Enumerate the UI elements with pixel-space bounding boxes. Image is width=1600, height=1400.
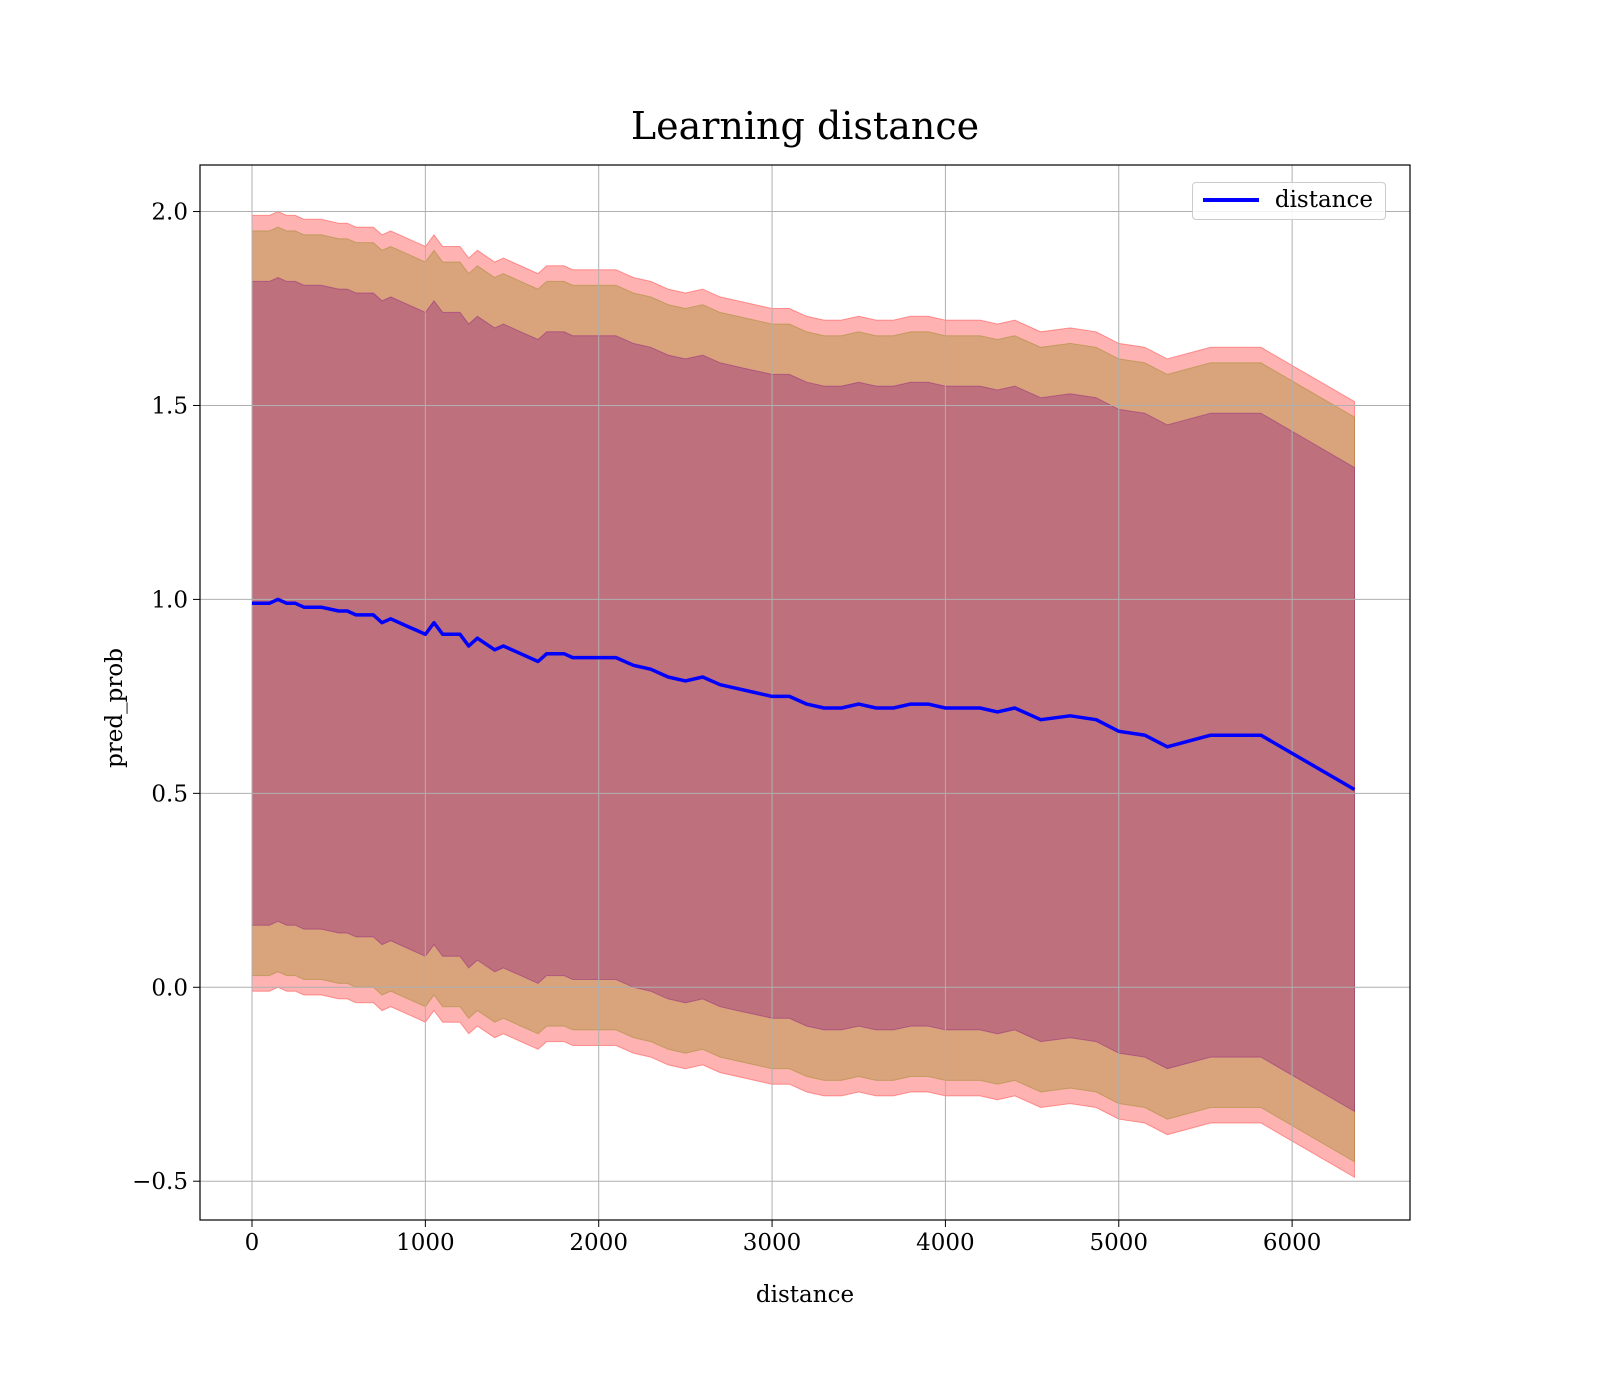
- confidence-bands: [251, 210, 1355, 1179]
- x-tick-label: 2000: [569, 1230, 628, 1256]
- legend-swatch: [1202, 198, 1259, 202]
- y-tick-label: 0.0: [151, 975, 188, 1001]
- y-tick-label: 1.5: [151, 393, 188, 419]
- y-tick-label: 0.5: [151, 781, 188, 807]
- plot-frame: [199, 164, 1411, 1221]
- y-tick-label: 2.0: [151, 200, 188, 226]
- y-tick-label: −0.5: [132, 1169, 188, 1195]
- x-tick-label: 5000: [1089, 1230, 1148, 1256]
- x-tick-label: 3000: [743, 1230, 802, 1256]
- x-tick-label: 4000: [916, 1230, 975, 1256]
- y-tick-label: 1.0: [151, 587, 188, 613]
- y-axis-label: pred_prob: [102, 648, 128, 768]
- legend-label: distance: [1274, 187, 1373, 213]
- band-2: [251, 276, 1355, 1113]
- x-tick-label: 6000: [1263, 1230, 1322, 1256]
- legend: distance: [1191, 182, 1386, 220]
- x-axis-label: distance: [755, 1282, 855, 1308]
- band-1: [251, 226, 1355, 1163]
- series-line-distance: [252, 597, 1356, 792]
- band-0: [251, 210, 1355, 1179]
- x-tick-label: 1000: [396, 1230, 455, 1256]
- x-tick-label: 0: [245, 1230, 260, 1256]
- chart-title: Learning distance: [630, 104, 980, 148]
- gridlines: [200, 165, 1410, 1220]
- axis-ticks: 0 1000 2000 3000 4000 5000 6000 −0.5 0.0 0.5 1.0 1.…: [132, 200, 1321, 1256]
- series-lines: [252, 597, 1356, 792]
